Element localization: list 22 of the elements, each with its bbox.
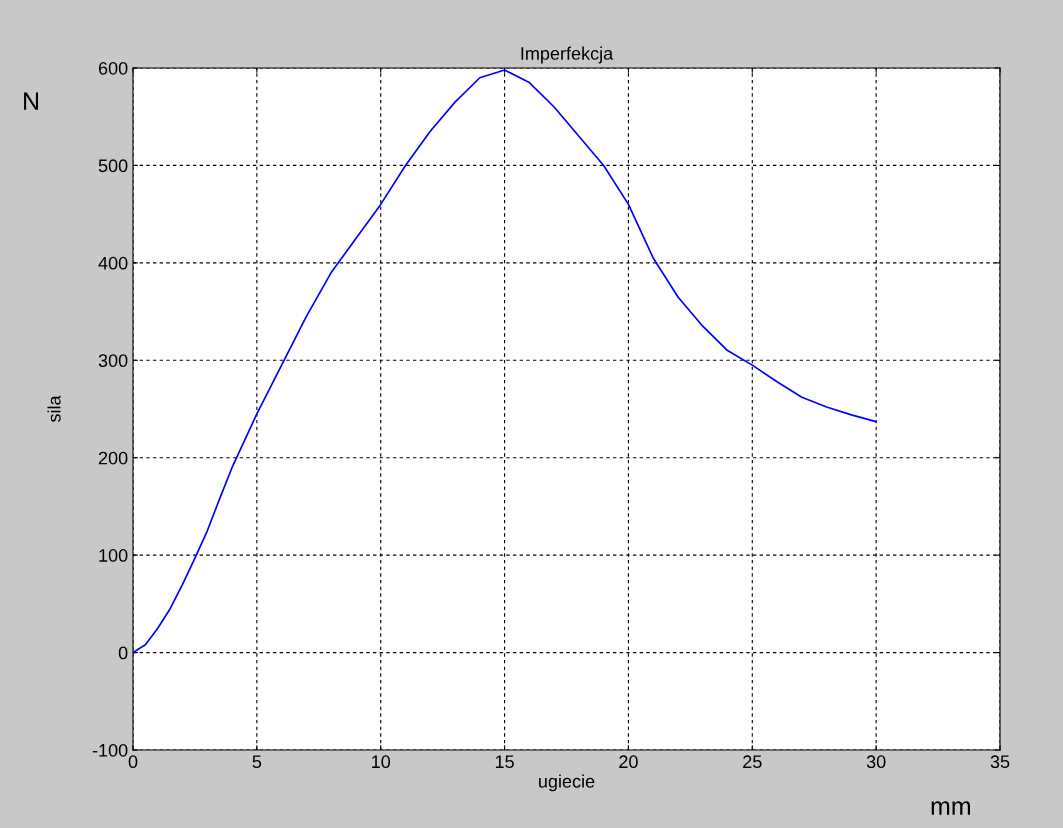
y-axis-title: sila: [47, 395, 61, 423]
y-tick-label: 100: [99, 549, 128, 562]
y-tick-label: -100: [92, 743, 128, 757]
x-tick-label: 15: [495, 755, 514, 769]
x-axis-title: ugiecie: [539, 774, 595, 792]
y-tick-label: 0: [118, 646, 128, 660]
x-tick-label: 10: [372, 755, 391, 769]
x-tick-label: 35: [990, 755, 1010, 769]
x-tick-label: 5: [252, 755, 262, 769]
y-tick-label: 500: [98, 159, 128, 173]
chart-title: Imperfekcja: [521, 46, 614, 64]
x-tick-label: 20: [619, 755, 638, 769]
text: mm: [931, 801, 970, 815]
x-tick-label: 25: [743, 755, 762, 769]
y-tick-label: 400: [98, 256, 128, 270]
x-tick-label: 30: [866, 755, 886, 769]
text: N: [24, 92, 39, 110]
y-tick-label: 200: [98, 451, 128, 465]
line-series: [133, 69, 877, 654]
y-tick-label: 600: [98, 61, 128, 75]
x-tick-label: 0: [128, 755, 138, 769]
y-tick-label: 300: [98, 354, 128, 368]
